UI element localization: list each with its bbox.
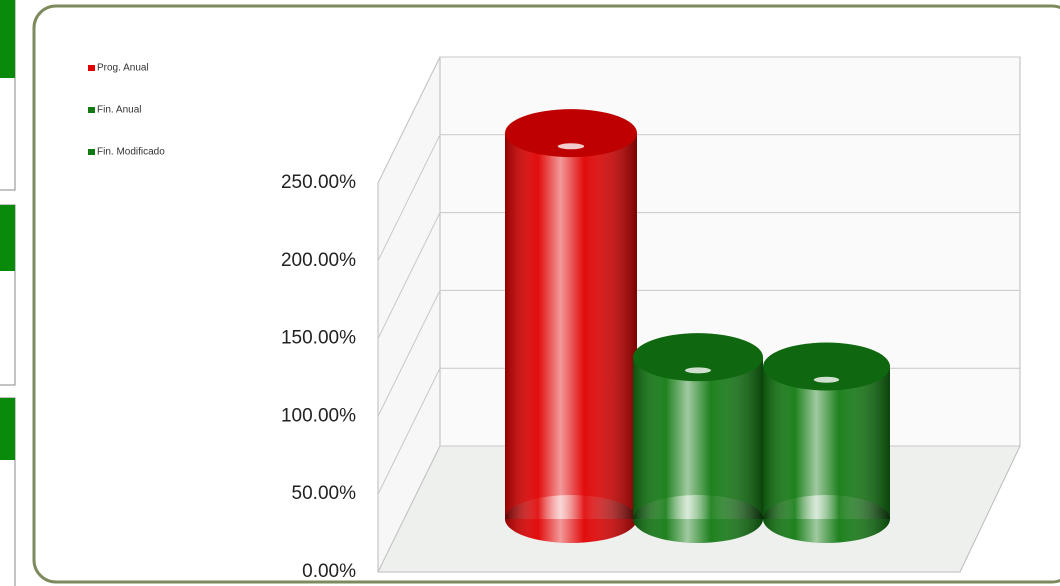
grid-line-side	[377, 290, 441, 417]
side-panels	[0, 0, 16, 586]
legend-label: Fin. Anual	[97, 105, 141, 116]
y-tick-label: 0.00%	[302, 561, 356, 582]
grid-line-side	[377, 212, 441, 339]
y-tick-label: 250.00%	[281, 172, 356, 193]
bar-shine	[505, 133, 637, 519]
grid-line-side	[377, 134, 441, 262]
y-tick-label: 150.00%	[281, 328, 356, 349]
bar-top	[763, 342, 890, 391]
bar-top-highlight	[685, 367, 711, 374]
y-tick-label: 200.00%	[281, 250, 356, 271]
bar-top-highlight	[813, 376, 840, 383]
legend-swatch	[88, 65, 95, 71]
y-tick-label: 100.00%	[281, 405, 356, 426]
bar-shine	[763, 366, 890, 519]
plot: 0.00% 50.00% 100.00% 150.00% 200.00% 250.00% P…	[88, 56, 1021, 582]
legend-label: Fin. Modificado	[97, 147, 165, 158]
y-tick-label: 50.00%	[292, 483, 357, 504]
grid-line-side	[377, 445, 441, 573]
legend-swatch	[88, 149, 95, 155]
bar-top-highlight	[557, 143, 585, 150]
bar-top	[505, 109, 637, 158]
grid-line-side	[377, 367, 441, 495]
legend-label: Prog. Anual	[97, 63, 149, 74]
legend-swatch	[88, 107, 95, 113]
bar-top-shade	[763, 342, 890, 391]
bar-top	[633, 333, 763, 382]
bar-shine	[633, 357, 763, 519]
bar-top-shade	[633, 333, 763, 382]
grid-line-side	[377, 56, 441, 184]
bar-top-shade	[505, 109, 637, 158]
